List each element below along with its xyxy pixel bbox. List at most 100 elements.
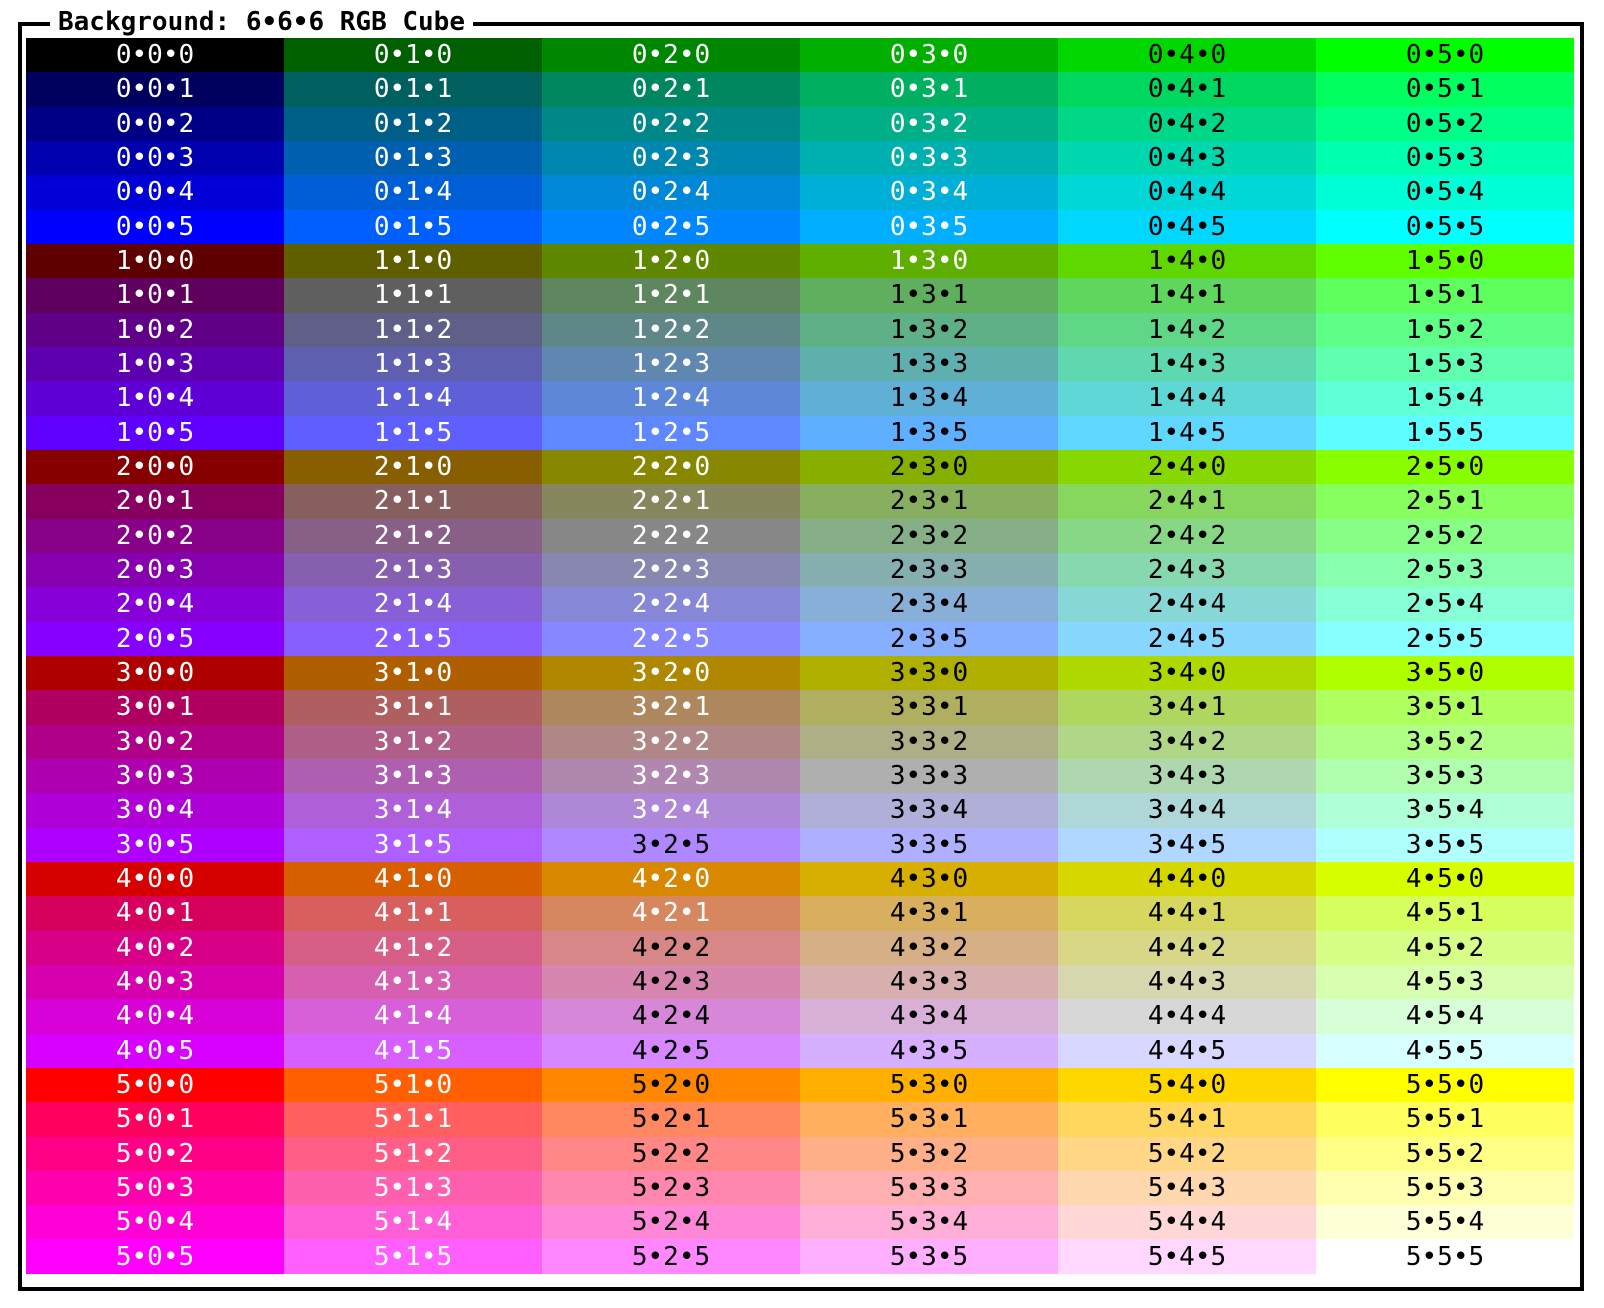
color-cell-3-5-4: 3•5•4: [1316, 793, 1574, 828]
color-cell-0-0-3: 0•0•3: [26, 140, 284, 176]
color-cell-0-2-5: 0•2•5: [542, 209, 800, 244]
color-cell-0-3-4: 0•3•4: [800, 175, 1058, 210]
color-cell-3-3-2: 3•3•2: [800, 724, 1058, 759]
color-cell-4-0-5: 4•0•5: [26, 1033, 284, 1068]
color-cell-0-5-0: 0•5•0: [1316, 38, 1574, 73]
color-cell-3-0-1: 3•0•1: [26, 690, 284, 725]
color-cell-2-4-5: 2•4•5: [1058, 621, 1316, 656]
color-cell-2-2-1: 2•2•1: [542, 484, 800, 519]
color-cell-4-3-3: 4•3•3: [800, 964, 1058, 1000]
color-cell-4-3-0: 4•3•0: [800, 861, 1058, 897]
color-cell-0-4-4: 0•4•4: [1058, 175, 1316, 210]
color-cell-2-3-3: 2•3•3: [800, 552, 1058, 588]
color-cell-4-3-2: 4•3•2: [800, 930, 1058, 965]
color-cell-5-5-1: 5•5•1: [1316, 1102, 1574, 1137]
color-cell-5-4-3: 5•4•3: [1058, 1170, 1316, 1206]
color-cell-1-5-1: 1•5•1: [1316, 278, 1574, 313]
color-cell-2-1-4: 2•1•4: [284, 587, 542, 622]
color-cell-2-5-3: 2•5•3: [1316, 552, 1574, 588]
color-cell-2-5-1: 2•5•1: [1316, 484, 1574, 519]
color-cell-3-4-4: 3•4•4: [1058, 793, 1316, 828]
color-cell-5-0-2: 5•0•2: [26, 1136, 284, 1171]
color-cell-2-5-4: 2•5•4: [1316, 587, 1574, 622]
color-cell-5-2-0: 5•2•0: [542, 1067, 800, 1103]
color-cell-2-4-1: 2•4•1: [1058, 484, 1316, 519]
color-cell-4-5-0: 4•5•0: [1316, 861, 1574, 897]
color-cell-4-3-4: 4•3•4: [800, 999, 1058, 1034]
color-cell-5-1-0: 5•1•0: [284, 1067, 542, 1103]
color-cell-1-4-2: 1•4•2: [1058, 312, 1316, 347]
color-cell-3-1-2: 3•1•2: [284, 724, 542, 759]
color-cell-1-4-3: 1•4•3: [1058, 346, 1316, 382]
color-cell-4-4-3: 4•4•3: [1058, 964, 1316, 1000]
color-cell-5-2-1: 5•2•1: [542, 1102, 800, 1137]
color-cell-0-4-0: 0•4•0: [1058, 38, 1316, 73]
color-cell-2-5-5: 2•5•5: [1316, 621, 1574, 656]
color-cell-1-3-1: 1•3•1: [800, 278, 1058, 313]
color-cell-4-1-4: 4•1•4: [284, 999, 542, 1034]
color-cell-4-2-1: 4•2•1: [542, 896, 800, 931]
color-cell-5-4-5: 5•4•5: [1058, 1239, 1316, 1274]
color-cell-0-3-3: 0•3•3: [800, 140, 1058, 176]
color-cell-3-2-2: 3•2•2: [542, 724, 800, 759]
color-cell-3-0-4: 3•0•4: [26, 793, 284, 828]
color-cell-2-3-4: 2•3•4: [800, 587, 1058, 622]
color-cell-2-2-3: 2•2•3: [542, 552, 800, 588]
color-cell-1-1-5: 1•1•5: [284, 415, 542, 450]
color-cell-1-1-0: 1•1•0: [284, 243, 542, 279]
color-cell-3-3-4: 3•3•4: [800, 793, 1058, 828]
color-cell-5-5-0: 5•5•0: [1316, 1067, 1574, 1103]
color-cell-5-5-5: 5•5•5: [1316, 1239, 1574, 1274]
color-cell-2-0-0: 2•0•0: [26, 449, 284, 485]
color-cell-4-2-2: 4•2•2: [542, 930, 800, 965]
color-cell-3-4-1: 3•4•1: [1058, 690, 1316, 725]
color-cell-2-1-2: 2•1•2: [284, 518, 542, 553]
color-cell-4-1-5: 4•1•5: [284, 1033, 542, 1068]
color-cell-0-4-2: 0•4•2: [1058, 106, 1316, 141]
color-cell-4-5-2: 4•5•2: [1316, 930, 1574, 965]
color-cell-1-4-5: 1•4•5: [1058, 415, 1316, 450]
color-cell-0-5-5: 0•5•5: [1316, 209, 1574, 244]
color-cell-0-5-4: 0•5•4: [1316, 175, 1574, 210]
color-cell-1-2-5: 1•2•5: [542, 415, 800, 450]
color-cell-5-0-0: 5•0•0: [26, 1067, 284, 1103]
color-cell-3-2-1: 3•2•1: [542, 690, 800, 725]
color-cell-2-2-5: 2•2•5: [542, 621, 800, 656]
color-cell-5-3-4: 5•3•4: [800, 1205, 1058, 1240]
color-cell-5-2-2: 5•2•2: [542, 1136, 800, 1171]
color-cell-5-2-4: 5•2•4: [542, 1205, 800, 1240]
color-cell-1-0-5: 1•0•5: [26, 415, 284, 450]
color-cell-5-3-2: 5•3•2: [800, 1136, 1058, 1171]
color-cell-1-5-4: 1•5•4: [1316, 381, 1574, 416]
color-cell-4-2-3: 4•2•3: [542, 964, 800, 1000]
color-cell-3-3-0: 3•3•0: [800, 655, 1058, 691]
color-cell-2-1-0: 2•1•0: [284, 449, 542, 485]
color-cell-2-4-4: 2•4•4: [1058, 587, 1316, 622]
color-cell-1-3-5: 1•3•5: [800, 415, 1058, 450]
color-cell-3-0-3: 3•0•3: [26, 758, 284, 794]
color-cell-1-1-3: 1•1•3: [284, 346, 542, 382]
color-cell-4-0-4: 4•0•4: [26, 999, 284, 1034]
color-cell-0-3-2: 0•3•2: [800, 106, 1058, 141]
color-cell-4-5-5: 4•5•5: [1316, 1033, 1574, 1068]
color-cell-5-0-5: 5•0•5: [26, 1239, 284, 1274]
color-cell-4-4-4: 4•4•4: [1058, 999, 1316, 1034]
color-cell-4-0-2: 4•0•2: [26, 930, 284, 965]
color-cell-5-3-3: 5•3•3: [800, 1170, 1058, 1206]
color-cell-3-2-3: 3•2•3: [542, 758, 800, 794]
color-cell-2-0-3: 2•0•3: [26, 552, 284, 588]
color-cell-2-0-4: 2•0•4: [26, 587, 284, 622]
color-cell-3-0-2: 3•0•2: [26, 724, 284, 759]
color-cell-3-0-0: 3•0•0: [26, 655, 284, 691]
color-cell-1-0-3: 1•0•3: [26, 346, 284, 382]
color-cell-3-4-2: 3•4•2: [1058, 724, 1316, 759]
color-cell-5-4-2: 5•4•2: [1058, 1136, 1316, 1171]
color-cell-3-1-1: 3•1•1: [284, 690, 542, 725]
color-cell-5-1-2: 5•1•2: [284, 1136, 542, 1171]
color-cell-2-5-2: 2•5•2: [1316, 518, 1574, 553]
color-cell-2-0-1: 2•0•1: [26, 484, 284, 519]
color-cell-5-4-0: 5•4•0: [1058, 1067, 1316, 1103]
color-cell-0-3-5: 0•3•5: [800, 209, 1058, 244]
color-cell-4-1-1: 4•1•1: [284, 896, 542, 931]
color-cell-3-4-3: 3•4•3: [1058, 758, 1316, 794]
